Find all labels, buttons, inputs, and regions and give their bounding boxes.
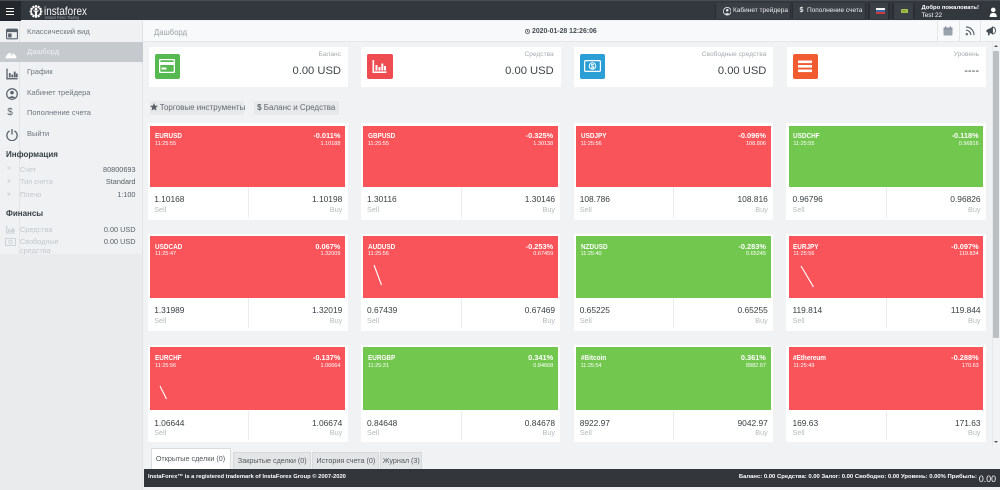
svg-text:$: $	[591, 64, 595, 71]
